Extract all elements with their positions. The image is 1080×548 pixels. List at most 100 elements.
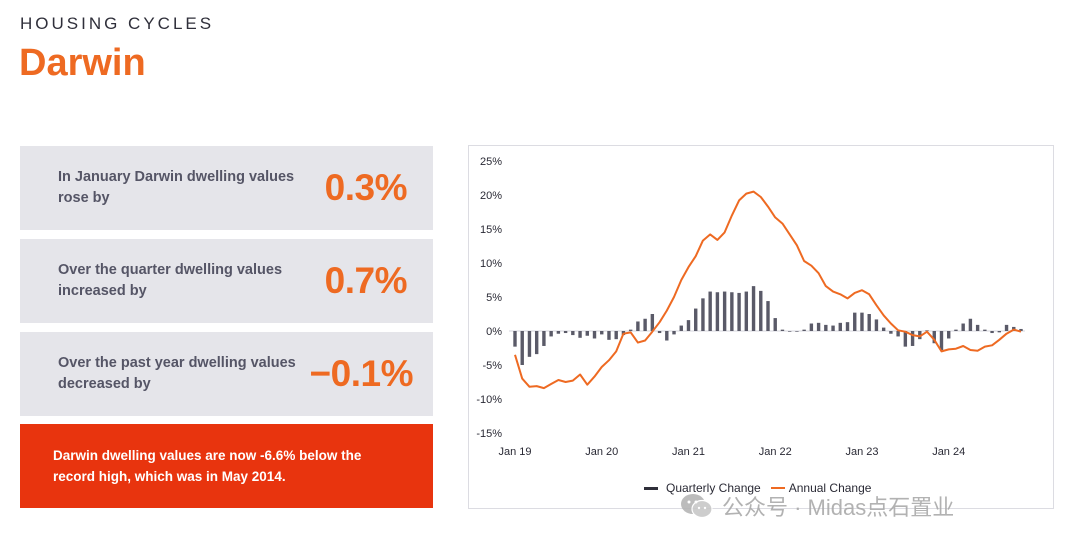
quarterly-change-bar <box>939 331 944 351</box>
quarterly-change-bar <box>1019 328 1023 331</box>
alert-text: Darwin dwelling values are now -6.6% bel… <box>53 448 362 484</box>
quarterly-change-bar <box>838 322 842 331</box>
y-tick-label: 20% <box>480 190 502 202</box>
x-tick-label: Jan 21 <box>672 446 705 458</box>
annual-change-line <box>514 190 1022 390</box>
quarterly-change-bar <box>520 331 524 365</box>
chart-panel: 25% 20% 15% 10% 5% 0% -5% -10% -15% Jan 19 Jan 20 J… <box>468 145 1054 509</box>
quarterly-change-bar <box>881 327 886 331</box>
quarterly-change-bar <box>780 329 785 331</box>
quarterly-change-bar <box>853 312 857 331</box>
y-tick-label: -10% <box>476 394 502 406</box>
quarterly-change-bar <box>773 318 777 331</box>
quarterly-change-bar <box>983 329 987 331</box>
quarterly-change-bar <box>896 331 900 337</box>
quarterly-change-bar <box>578 331 582 338</box>
y-tick-label: 10% <box>480 258 502 270</box>
quarterly-change-bar <box>556 331 561 334</box>
quarterly-change-bar <box>1004 324 1009 331</box>
x-tick-label: Jan 22 <box>759 446 792 458</box>
quarterly-change-bar <box>607 331 611 340</box>
quarterly-change-bar <box>628 329 633 331</box>
quarterly-change-bar <box>657 331 662 334</box>
quarterly-change-bar <box>636 321 640 331</box>
legend-line-swatch <box>770 487 785 489</box>
quarterly-change-bar <box>954 329 958 331</box>
quarterly-change-bar <box>961 323 965 331</box>
quarterly-change-bar <box>650 314 655 331</box>
quarterly-change-bar <box>600 331 604 335</box>
quarterly-change-bar <box>903 331 908 347</box>
quarterly-change-bar <box>534 331 539 355</box>
legend-bar-swatch <box>644 486 658 490</box>
quarterly-change-bar <box>527 331 532 357</box>
quarterly-change-bar <box>751 286 756 331</box>
quarterly-change-bar <box>759 290 763 331</box>
quarterly-change-bar <box>787 331 792 332</box>
quarterly-change-bar <box>513 331 517 347</box>
quarterly-change-bar <box>592 331 597 339</box>
legend-line-label: Annual Change <box>788 481 872 495</box>
quarterly-change-bar <box>968 318 973 331</box>
quarterly-change-bar <box>997 331 1002 333</box>
x-tick-label: Jan 20 <box>585 446 618 458</box>
quarterly-change-bar <box>766 301 770 331</box>
quarterly-change-bar <box>824 324 828 331</box>
stat-card-quarterly: Over the quarter dwelling values increas… <box>20 239 433 323</box>
quarterly-change-bar <box>816 322 821 331</box>
quarterly-change-bar <box>845 322 850 331</box>
stat-value-monthly: 0.3% <box>324 167 408 208</box>
quarterly-change-bar <box>889 331 893 334</box>
housing-cycle-chart: 25% 20% 15% 10% 5% 0% -5% -10% -15% Jan 19 Jan 20 J… <box>476 156 1025 458</box>
quarterly-change-bar <box>563 331 568 334</box>
quarterly-change-bar <box>549 331 553 337</box>
record-high-alert: Darwin dwelling values are now -6.6% bel… <box>20 424 433 508</box>
quarterly-change-bar <box>686 320 691 331</box>
quarterly-change-bar <box>947 331 951 339</box>
quarterly-change-bar <box>831 325 835 331</box>
quarterly-change-bar <box>542 331 546 346</box>
quarterly-change-bar <box>672 331 676 335</box>
quarterly-change-bar <box>730 292 734 331</box>
quarterly-change-bar <box>715 292 720 331</box>
y-tick-label: 25% <box>480 156 502 168</box>
stat-label-annual: Over the past year dwelling values decre… <box>58 355 296 392</box>
quarterly-change-bar <box>860 312 864 331</box>
stat-card-annual: Over the past year dwelling values decre… <box>20 332 433 416</box>
x-tick-label: Jan 23 <box>845 446 878 458</box>
quarterly-change-bar <box>708 291 712 331</box>
stat-label-monthly: In January Darwin dwelling values rose b… <box>58 169 295 206</box>
quarterly-change-bar <box>694 308 698 331</box>
quarterly-change-bar <box>932 331 936 344</box>
y-tick-label: -5% <box>482 360 502 372</box>
page-title: Darwin <box>19 42 146 84</box>
quarterly-change-bar <box>795 331 799 332</box>
stat-label-quarterly: Over the quarter dwelling values increas… <box>58 262 283 299</box>
legend-bar-label: Quarterly Change <box>666 481 761 495</box>
quarterly-change-bar <box>809 323 814 331</box>
quarterly-change-bar <box>802 329 806 331</box>
watermark-text: 公众号 · Midas点石置业 <box>722 495 955 520</box>
quarterly-change-bar <box>643 318 647 331</box>
quarterly-change-bar <box>571 331 575 336</box>
y-tick-label: 5% <box>486 292 502 304</box>
quarterly-change-bar <box>975 324 980 331</box>
stat-value-annual: −0.1% <box>309 353 414 394</box>
wechat-icon <box>681 494 713 519</box>
y-tick-label: -15% <box>476 428 502 440</box>
quarterly-change-bar <box>744 291 749 331</box>
y-tick-label: 0% <box>486 326 502 338</box>
x-tick-label: Jan 19 <box>498 446 531 458</box>
quarterly-change-bar <box>990 331 994 334</box>
quarterly-change-bar <box>585 331 589 336</box>
quarterly-change-bar <box>867 314 871 331</box>
chart-legend: Quarterly Change Annual Change <box>644 481 871 495</box>
quarterly-change-bar <box>874 319 879 331</box>
section-eyebrow: HOUSING CYCLES <box>20 14 215 33</box>
quarterly-change-bar <box>665 331 669 341</box>
stat-card-monthly: In January Darwin dwelling values rose b… <box>20 146 433 230</box>
watermark: 公众号 · Midas点石置业 <box>680 490 954 522</box>
stat-value-quarterly: 0.7% <box>324 260 408 301</box>
quarterly-change-bar <box>722 291 727 331</box>
quarterly-change-bar <box>910 331 915 346</box>
